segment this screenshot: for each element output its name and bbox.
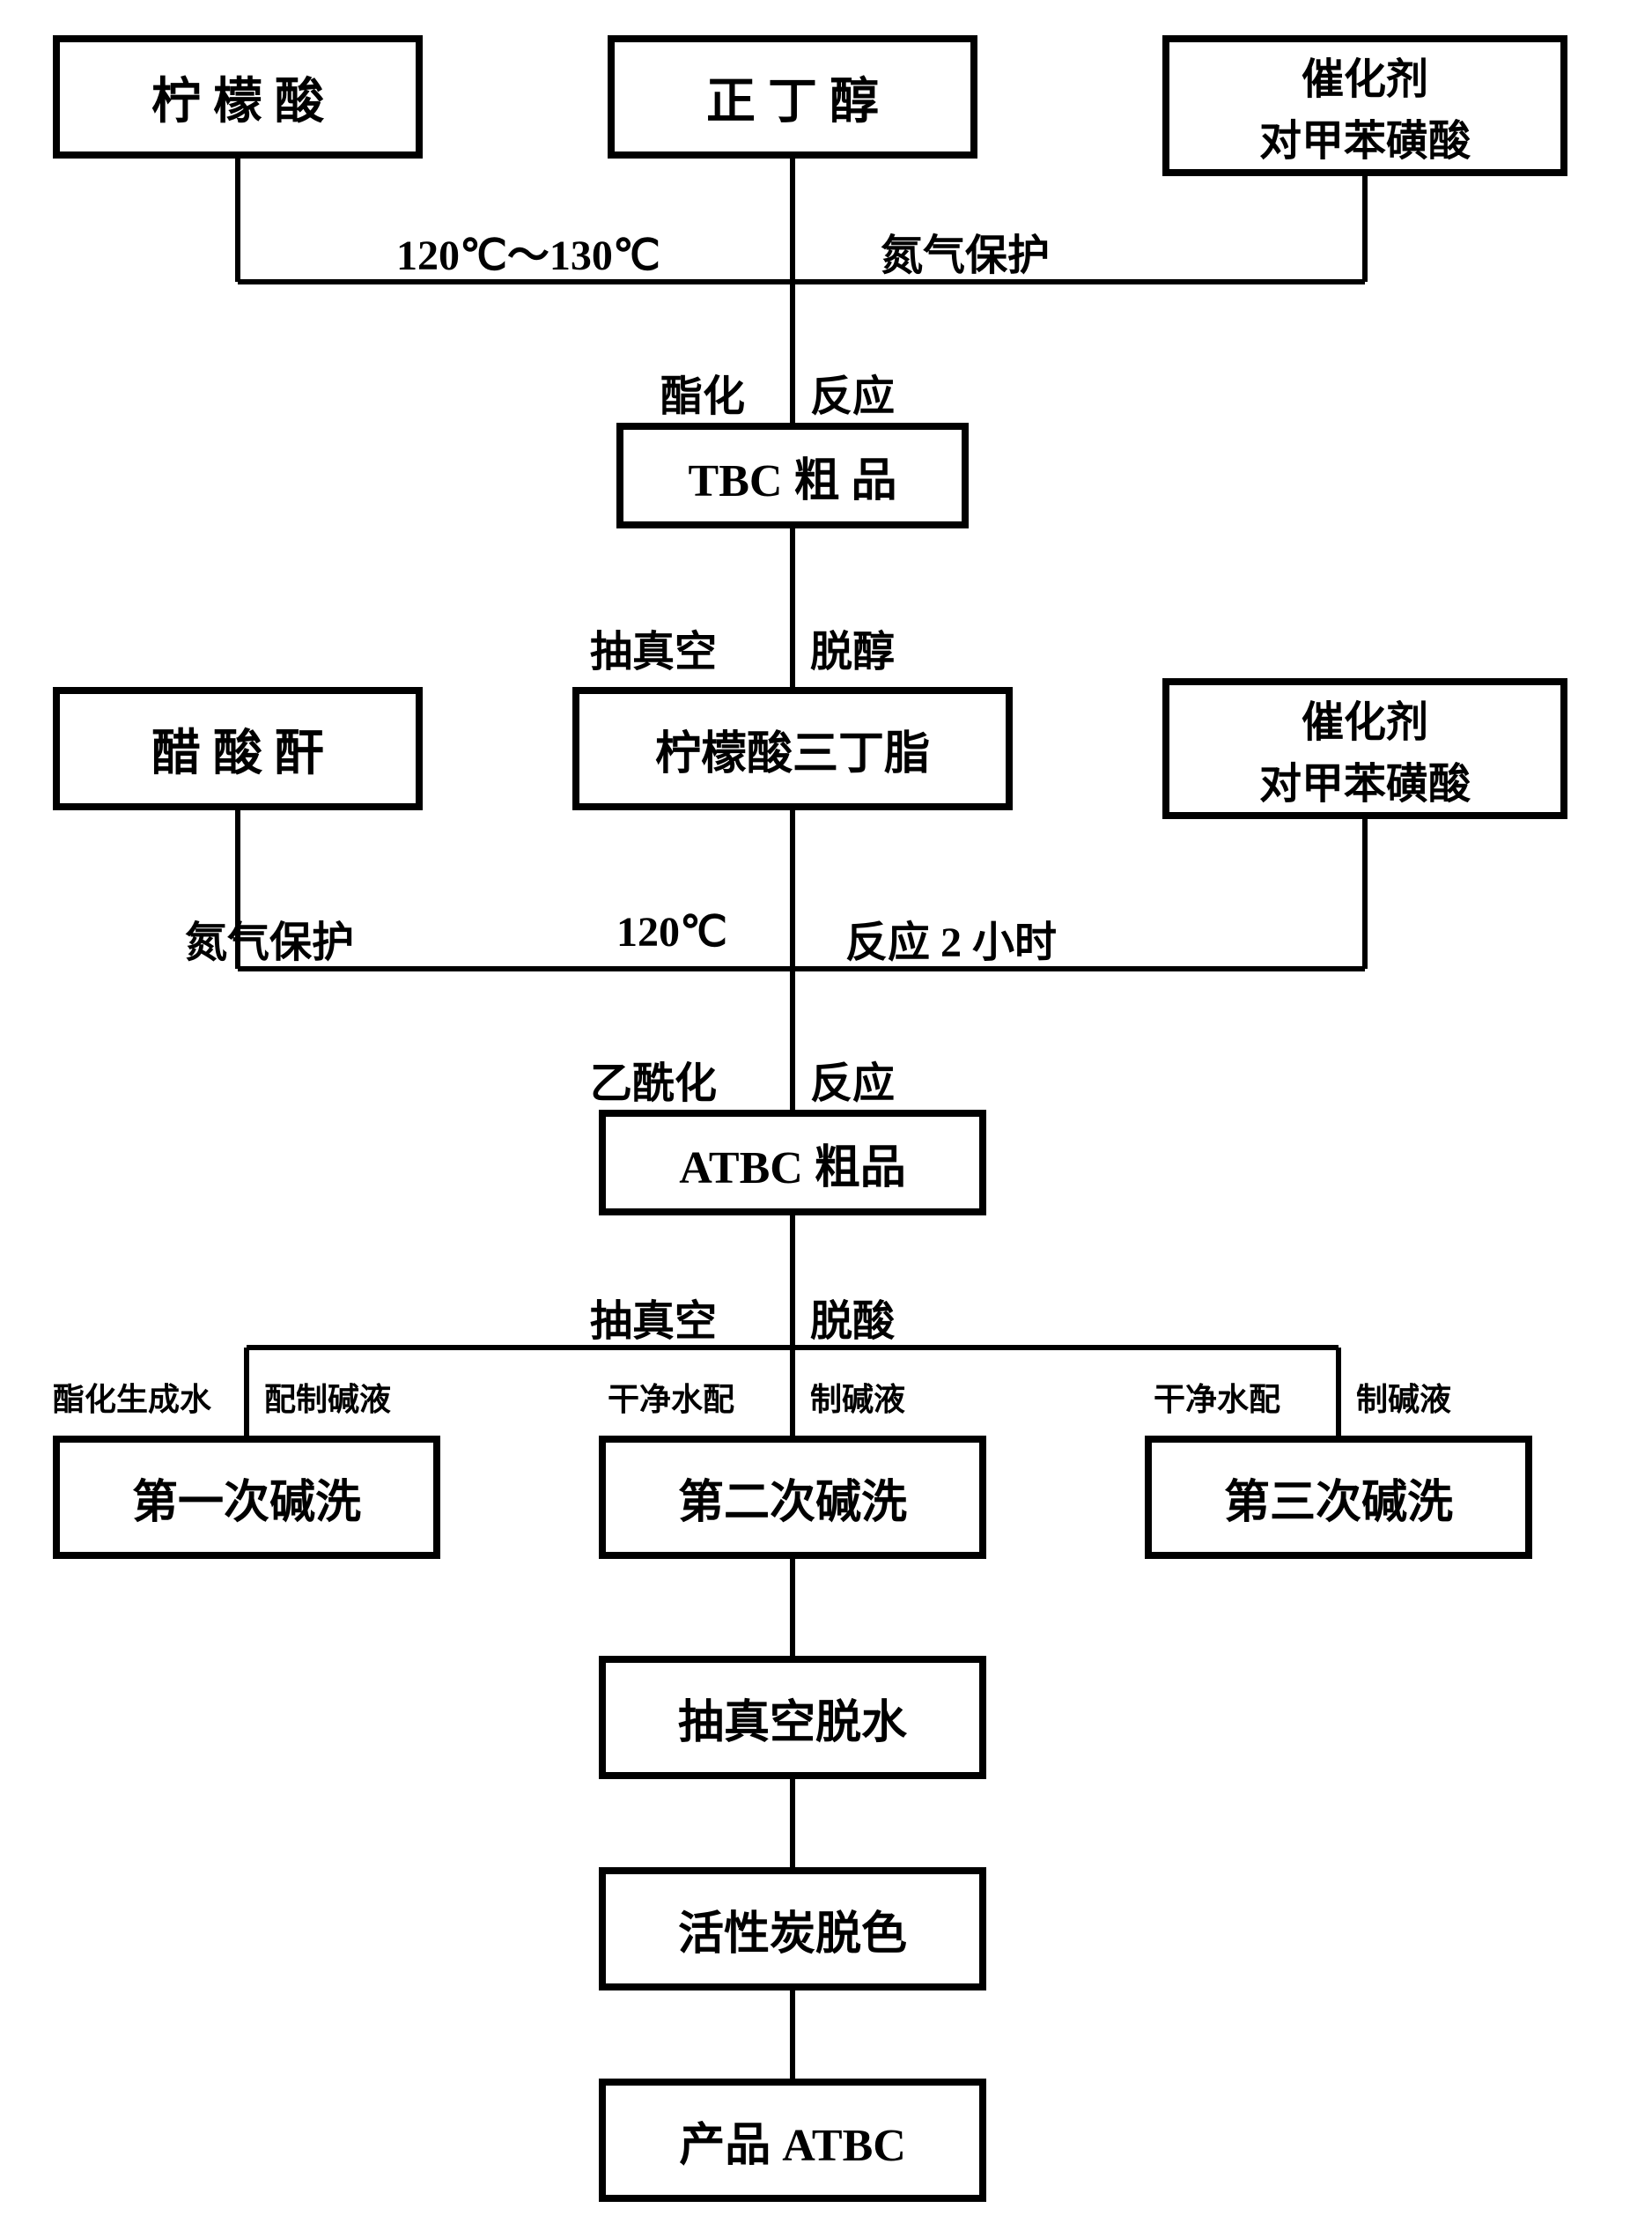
node-label: 柠 檬 酸 — [151, 62, 324, 133]
node-acetic-anhydride: 醋 酸 酐 — [53, 687, 423, 810]
node-carbon-decolor: 活性炭脱色 — [599, 1867, 986, 1990]
node-label: 正 丁 醇 — [706, 62, 879, 133]
label-wash1-right: 配制碱液 — [264, 1374, 391, 1420]
label-vac2-right: 脱酸 — [810, 1286, 895, 1348]
label-vac1-right: 脱醇 — [810, 617, 895, 678]
label-vac2-left: 抽真空 — [590, 1286, 717, 1348]
label-vac1-left: 抽真空 — [590, 617, 717, 678]
node-citric-acid: 柠 檬 酸 — [53, 35, 423, 159]
node-wash-1: 第一次碱洗 — [53, 1436, 440, 1559]
node-n-butanol: 正 丁 醇 — [608, 35, 977, 159]
label-temp-1: 120℃～130℃ — [396, 220, 660, 282]
label-nitrogen-2: 氮气保护 — [185, 907, 354, 969]
node-catalyst-1: 催化剂 对甲苯磺酸 — [1162, 35, 1567, 176]
label-ester-left: 酯化 — [660, 361, 745, 423]
node-label: 产品 ATBC — [679, 2108, 906, 2174]
node-vacuum-dewater: 抽真空脱水 — [599, 1656, 986, 1779]
node-wash-3: 第三次碱洗 — [1145, 1436, 1532, 1559]
label-wash3-right: 制碱液 — [1356, 1374, 1451, 1420]
label-wash1-left: 酯化生成水 — [53, 1374, 211, 1420]
process-flowchart: 柠 檬 酸 正 丁 醇 催化剂 对甲苯磺酸 TBC 粗 品 醋 酸 酐 柠檬酸三… — [0, 0, 1652, 2223]
node-label: 催化剂 对甲苯磺酸 — [1259, 687, 1471, 810]
node-atbc-crude: ATBC 粗品 — [599, 1110, 986, 1215]
node-label: 醋 酸 酐 — [151, 713, 324, 785]
node-label: ATBC 粗品 — [679, 1130, 906, 1196]
node-label: 第二次碱洗 — [678, 1465, 907, 1531]
label-acetyl-right: 反应 — [810, 1048, 895, 1110]
node-label: 第三次碱洗 — [1224, 1465, 1453, 1531]
label-wash2-left: 干净水配 — [608, 1374, 734, 1420]
node-label: 活性炭脱色 — [678, 1896, 907, 1962]
node-label: 柠檬酸三丁脂 — [655, 716, 930, 782]
node-label: 第一次碱洗 — [132, 1465, 361, 1531]
node-product-atbc: 产品 ATBC — [599, 2079, 986, 2202]
label-ester-right: 反应 — [810, 361, 895, 423]
label-temp-2: 120℃ — [616, 907, 727, 956]
label-acetyl-left: 乙酰化 — [590, 1048, 717, 1110]
node-label: 抽真空脱水 — [678, 1685, 907, 1751]
node-label: 催化剂 对甲苯磺酸 — [1259, 44, 1471, 167]
label-react-2h: 反应 2 小时 — [845, 907, 1057, 969]
label-nitrogen-1: 氮气保护 — [881, 220, 1050, 282]
node-label: TBC 粗 品 — [689, 443, 897, 509]
node-tbc-crude: TBC 粗 品 — [616, 423, 969, 528]
node-wash-2: 第二次碱洗 — [599, 1436, 986, 1559]
label-wash2-right: 制碱液 — [810, 1374, 905, 1420]
node-tributyl-citrate: 柠檬酸三丁脂 — [572, 687, 1013, 810]
label-wash3-left: 干净水配 — [1154, 1374, 1280, 1420]
node-catalyst-2: 催化剂 对甲苯磺酸 — [1162, 678, 1567, 819]
